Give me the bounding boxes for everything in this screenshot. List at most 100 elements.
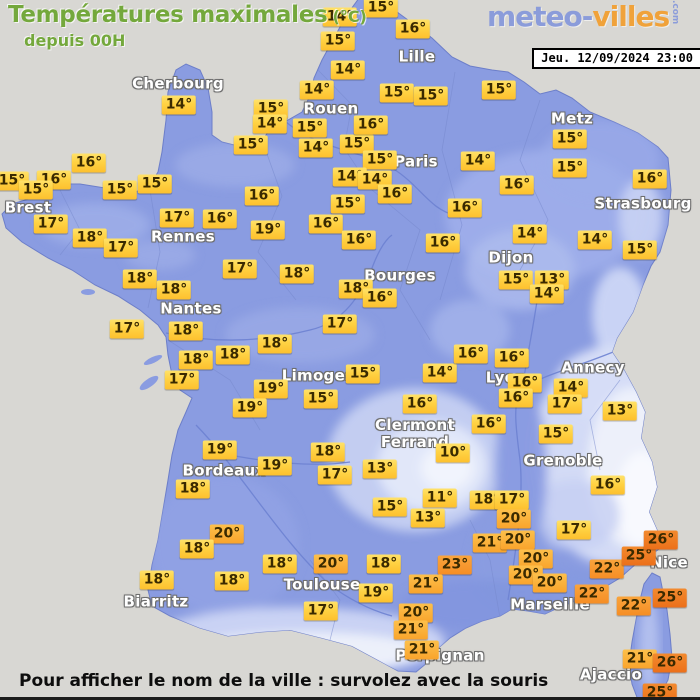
temp-badge[interactable]: 19° — [253, 379, 289, 399]
temp-badge[interactable]: 16° — [498, 388, 534, 408]
meteo-villes-logo[interactable]: meteo-villes.com — [487, 0, 680, 33]
temp-badge[interactable]: 19° — [202, 440, 238, 460]
temp-badge[interactable]: 16° — [507, 373, 543, 393]
temp-badge[interactable]: 21° — [404, 640, 440, 660]
temp-badge[interactable]: 16° — [395, 19, 431, 39]
temp-badge[interactable]: 22° — [616, 596, 652, 616]
temp-badge[interactable]: 16° — [402, 394, 438, 414]
temp-badge[interactable]: 18° — [366, 554, 402, 574]
temp-badge[interactable]: 16° — [341, 230, 377, 250]
temp-badge[interactable]: 20° — [209, 524, 245, 544]
temp-badge[interactable]: 18° — [139, 570, 175, 590]
temp-badge[interactable]: 16° — [447, 198, 483, 218]
temp-badge[interactable]: 23° — [437, 555, 473, 575]
temp-badge[interactable]: 20° — [496, 509, 532, 529]
temp-badge[interactable]: 16° — [590, 475, 626, 495]
temp-badge[interactable]: 17° — [164, 370, 200, 390]
temp-badge[interactable]: 18° — [215, 345, 251, 365]
temp-badge[interactable]: 18° — [156, 280, 192, 300]
temp-badge[interactable]: 18° — [214, 571, 250, 591]
temp-badge[interactable]: 17° — [317, 465, 353, 485]
temp-badge[interactable]: 18° — [122, 269, 158, 289]
temp-badge[interactable]: 15° — [320, 31, 356, 51]
temp-badge[interactable]: 15° — [102, 180, 138, 200]
temp-badge[interactable]: 15° — [18, 180, 54, 200]
temp-badge[interactable]: 16° — [494, 348, 530, 368]
temp-badge[interactable]: 22° — [589, 559, 625, 579]
temp-badge[interactable]: 18° — [279, 264, 315, 284]
temp-badge[interactable]: 15° — [362, 150, 398, 170]
temp-badge[interactable]: 16° — [71, 153, 107, 173]
temp-badge[interactable]: 18° — [72, 228, 108, 248]
temp-badge[interactable]: 17° — [159, 208, 195, 228]
temp-badge[interactable]: 15° — [253, 99, 289, 119]
temp-badge[interactable]: 14° — [299, 80, 335, 100]
temp-badge[interactable]: 18° — [168, 321, 204, 341]
temp-badge[interactable]: 13° — [602, 401, 638, 421]
temp-badge[interactable]: 18° — [179, 539, 215, 559]
temp-badge[interactable]: 15° — [233, 135, 269, 155]
temp-badge[interactable]: 11° — [422, 488, 458, 508]
temp-badge[interactable]: 17° — [556, 520, 592, 540]
temp-badge[interactable]: 17° — [303, 601, 339, 621]
temp-badge[interactable]: 13° — [410, 508, 446, 528]
temp-badge[interactable]: 16° — [425, 233, 461, 253]
temp-badge[interactable]: 14° — [422, 363, 458, 383]
temp-badge[interactable]: 26° — [652, 653, 688, 673]
temp-badge[interactable]: 15° — [363, 0, 399, 18]
temp-badge[interactable]: 21° — [408, 574, 444, 594]
temp-badge[interactable]: 16° — [453, 344, 489, 364]
temp-badge[interactable]: 26° — [643, 530, 679, 550]
temp-badge[interactable]: 17° — [103, 238, 139, 258]
temp-badge[interactable]: 16° — [353, 115, 389, 135]
temp-badge[interactable]: 17° — [33, 214, 69, 234]
temp-badge[interactable]: 15° — [345, 364, 381, 384]
temp-badge[interactable]: 16° — [308, 214, 344, 234]
temp-badge[interactable]: 20° — [532, 573, 568, 593]
temp-badge[interactable]: 14° — [298, 138, 334, 158]
temp-badge[interactable]: 15° — [481, 80, 517, 100]
temp-badge[interactable]: 19° — [257, 456, 293, 476]
temp-badge[interactable]: 15° — [292, 118, 328, 138]
temp-badge[interactable]: 20° — [500, 530, 536, 550]
temp-badge[interactable]: 17° — [494, 490, 530, 510]
temp-badge[interactable]: 17° — [222, 259, 258, 279]
temp-badge[interactable]: 22° — [574, 584, 610, 604]
temp-badge[interactable]: 20° — [398, 603, 434, 623]
temp-badge[interactable]: 16° — [499, 175, 535, 195]
temp-badge[interactable]: 15° — [303, 389, 339, 409]
temp-badge[interactable]: 16° — [471, 414, 507, 434]
temp-badge[interactable]: 16° — [377, 184, 413, 204]
temp-badge[interactable]: 21° — [393, 620, 429, 640]
temp-badge[interactable]: 14° — [553, 378, 589, 398]
temp-badge[interactable]: 13° — [362, 459, 398, 479]
temp-badge[interactable]: 15° — [413, 86, 449, 106]
temp-badge[interactable]: 18° — [262, 554, 298, 574]
temp-badge[interactable]: 20° — [518, 549, 554, 569]
temp-badge[interactable]: 10° — [435, 443, 471, 463]
temp-badge[interactable]: 14° — [577, 230, 613, 250]
temp-badge[interactable]: 15° — [622, 240, 658, 260]
temp-badge[interactable]: 15° — [498, 270, 534, 290]
temp-badge[interactable]: 14° — [161, 95, 197, 115]
temp-badge[interactable]: 16° — [632, 169, 668, 189]
temp-badge[interactable]: 14° — [252, 114, 288, 134]
temp-badge[interactable]: 14° — [460, 151, 496, 171]
temp-badge[interactable]: 25° — [642, 683, 678, 700]
temp-badge[interactable]: 16° — [362, 288, 398, 308]
temp-badge[interactable]: 15° — [137, 174, 173, 194]
temp-badge[interactable]: 17° — [322, 314, 358, 334]
temp-badge[interactable]: 15° — [538, 424, 574, 444]
temp-badge[interactable]: 18° — [310, 442, 346, 462]
temp-badge[interactable]: 15° — [552, 158, 588, 178]
temp-badge[interactable]: 19° — [358, 583, 394, 603]
temp-badge[interactable]: 19° — [250, 220, 286, 240]
temp-badge[interactable]: 25° — [621, 546, 657, 566]
temp-badge[interactable]: 14° — [512, 224, 548, 244]
temp-badge[interactable]: 17° — [109, 319, 145, 339]
temp-badge[interactable]: 18° — [257, 334, 293, 354]
temp-badge[interactable]: 19° — [232, 398, 268, 418]
temp-badge[interactable]: 16° — [244, 186, 280, 206]
temp-badge[interactable]: 17° — [547, 394, 583, 414]
temp-badge[interactable]: 15° — [330, 194, 366, 214]
